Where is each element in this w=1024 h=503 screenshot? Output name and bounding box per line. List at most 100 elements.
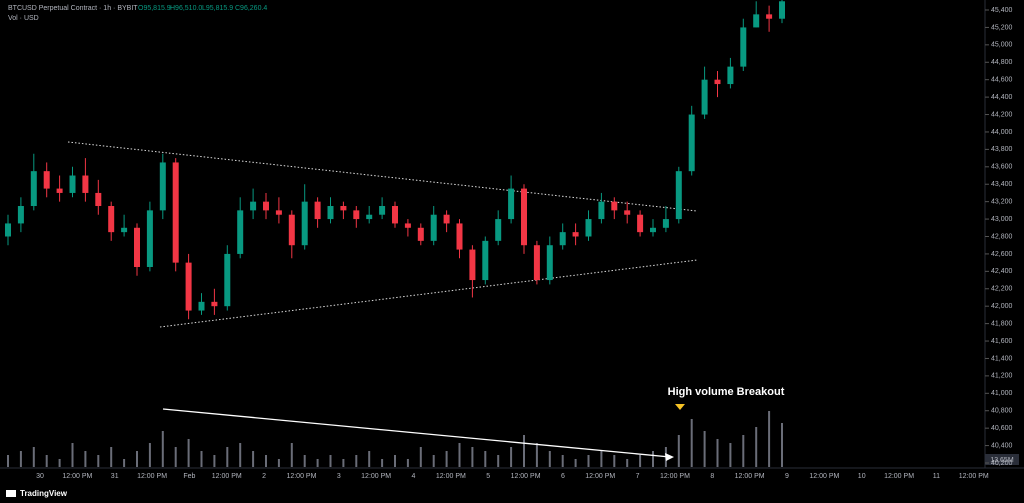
x-tick-label: 12:00 PM	[809, 473, 839, 480]
annotation-marker	[675, 404, 685, 410]
volume-bar	[406, 459, 409, 467]
y-tick-label: 45,400	[991, 7, 1013, 14]
y-tick-label: 42,400	[991, 268, 1013, 275]
candle-body	[443, 214, 450, 224]
volume-bar	[755, 427, 758, 467]
candle-body	[159, 162, 166, 211]
volume-bar	[368, 451, 371, 467]
volume-bar	[652, 451, 654, 467]
candle-body	[637, 214, 644, 233]
volume-bar	[394, 455, 396, 467]
x-tick-label: 12:00 PM	[585, 473, 615, 480]
candle-body	[288, 214, 295, 246]
candle-body	[766, 14, 773, 19]
x-tick-label: 12:00 PM	[361, 473, 391, 480]
volume-bar	[626, 459, 629, 467]
volume-bar	[510, 447, 513, 467]
x-tick-label: 12:00 PM	[735, 473, 765, 480]
x-tick-label: 12:00 PM	[286, 473, 316, 480]
y-tick-label: 44,800	[991, 59, 1013, 66]
y-tick-label: 42,000	[991, 303, 1013, 310]
y-tick-label: 45,200	[991, 24, 1013, 31]
volume-bar	[574, 459, 577, 467]
volume-bar	[690, 419, 693, 467]
volume-bar	[110, 447, 113, 467]
volume-bar	[445, 451, 448, 467]
brand-logo	[6, 490, 16, 497]
close-label: C96,260.4	[235, 5, 267, 12]
volume-bar	[535, 443, 538, 467]
volume-bar	[742, 435, 745, 467]
open-label: O95,815.9	[138, 5, 171, 12]
candle-body	[404, 223, 411, 228]
x-tick-label: 6	[561, 473, 565, 480]
volume-bar	[484, 451, 487, 467]
upper-trendline	[67, 141, 698, 212]
volume-bar	[471, 447, 474, 467]
candle-body	[237, 210, 244, 254]
candle-body	[121, 227, 128, 233]
candle-body	[740, 27, 747, 67]
volume-label-bg	[985, 454, 1019, 465]
x-tick-label: 10	[858, 473, 866, 480]
volume-bar	[458, 443, 461, 467]
candle-body	[508, 188, 515, 220]
candle-body	[301, 201, 308, 246]
volume-bar	[174, 447, 177, 467]
candle-body	[611, 201, 618, 211]
candle-body	[146, 210, 153, 267]
candle-body	[56, 188, 63, 193]
candle-body	[482, 240, 489, 281]
candle-body	[598, 201, 605, 220]
candle-body	[30, 171, 37, 207]
volume-bar	[587, 455, 590, 467]
volume-bar	[148, 443, 151, 467]
legend: BTCUSD Perpetual Contract · 1h · BYBIT O…	[8, 5, 267, 22]
y-tick-label: 41,600	[991, 338, 1013, 345]
candle-body	[366, 214, 373, 220]
y-tick-label: 44,600	[991, 77, 1013, 84]
candle-body	[340, 206, 347, 211]
volume-bar	[432, 455, 435, 467]
candle-body	[456, 223, 463, 250]
y-tick-label: 45,000	[991, 42, 1013, 49]
volume-bar	[252, 451, 255, 467]
candle-body	[250, 201, 257, 211]
volume-bar	[716, 439, 719, 467]
candle-body	[379, 206, 386, 215]
candle-body	[430, 214, 437, 241]
candle-body	[469, 249, 476, 281]
volume-bar	[342, 459, 345, 467]
candle-body	[69, 175, 76, 193]
volume-bar	[7, 455, 9, 467]
volume-bar	[71, 443, 74, 467]
candle-body	[314, 201, 321, 220]
volume-bar	[45, 455, 48, 467]
y-tick-label: 43,600	[991, 164, 1013, 171]
y-tick-label: 40,400	[991, 442, 1013, 449]
candle-body	[327, 206, 334, 220]
candle-body	[417, 227, 424, 241]
candle-body	[585, 219, 592, 237]
x-tick-label: 12:00 PM	[62, 473, 92, 480]
volume-bar	[303, 455, 306, 467]
low-label: L95,815.9	[202, 5, 233, 12]
symbol-title: BTCUSD Perpetual Contract · 1h · BYBIT	[8, 5, 138, 12]
y-tick-label: 44,200	[991, 111, 1013, 118]
candle-body	[5, 223, 11, 237]
volume-bar	[677, 435, 680, 467]
x-tick-label: 8	[710, 473, 714, 480]
volume-bar	[419, 447, 422, 467]
y-tick-label: 41,200	[991, 373, 1013, 380]
volume-bar	[781, 423, 783, 467]
lower-trendline	[159, 259, 698, 328]
candles	[5, 0, 785, 320]
volume-bar	[200, 451, 203, 467]
volume-bar	[213, 455, 216, 467]
y-tick-label: 40,600	[991, 425, 1013, 432]
y-tick-label: 43,000	[991, 216, 1013, 223]
candle-body	[714, 79, 721, 85]
candle-body	[753, 14, 760, 28]
candle-body	[275, 210, 282, 215]
